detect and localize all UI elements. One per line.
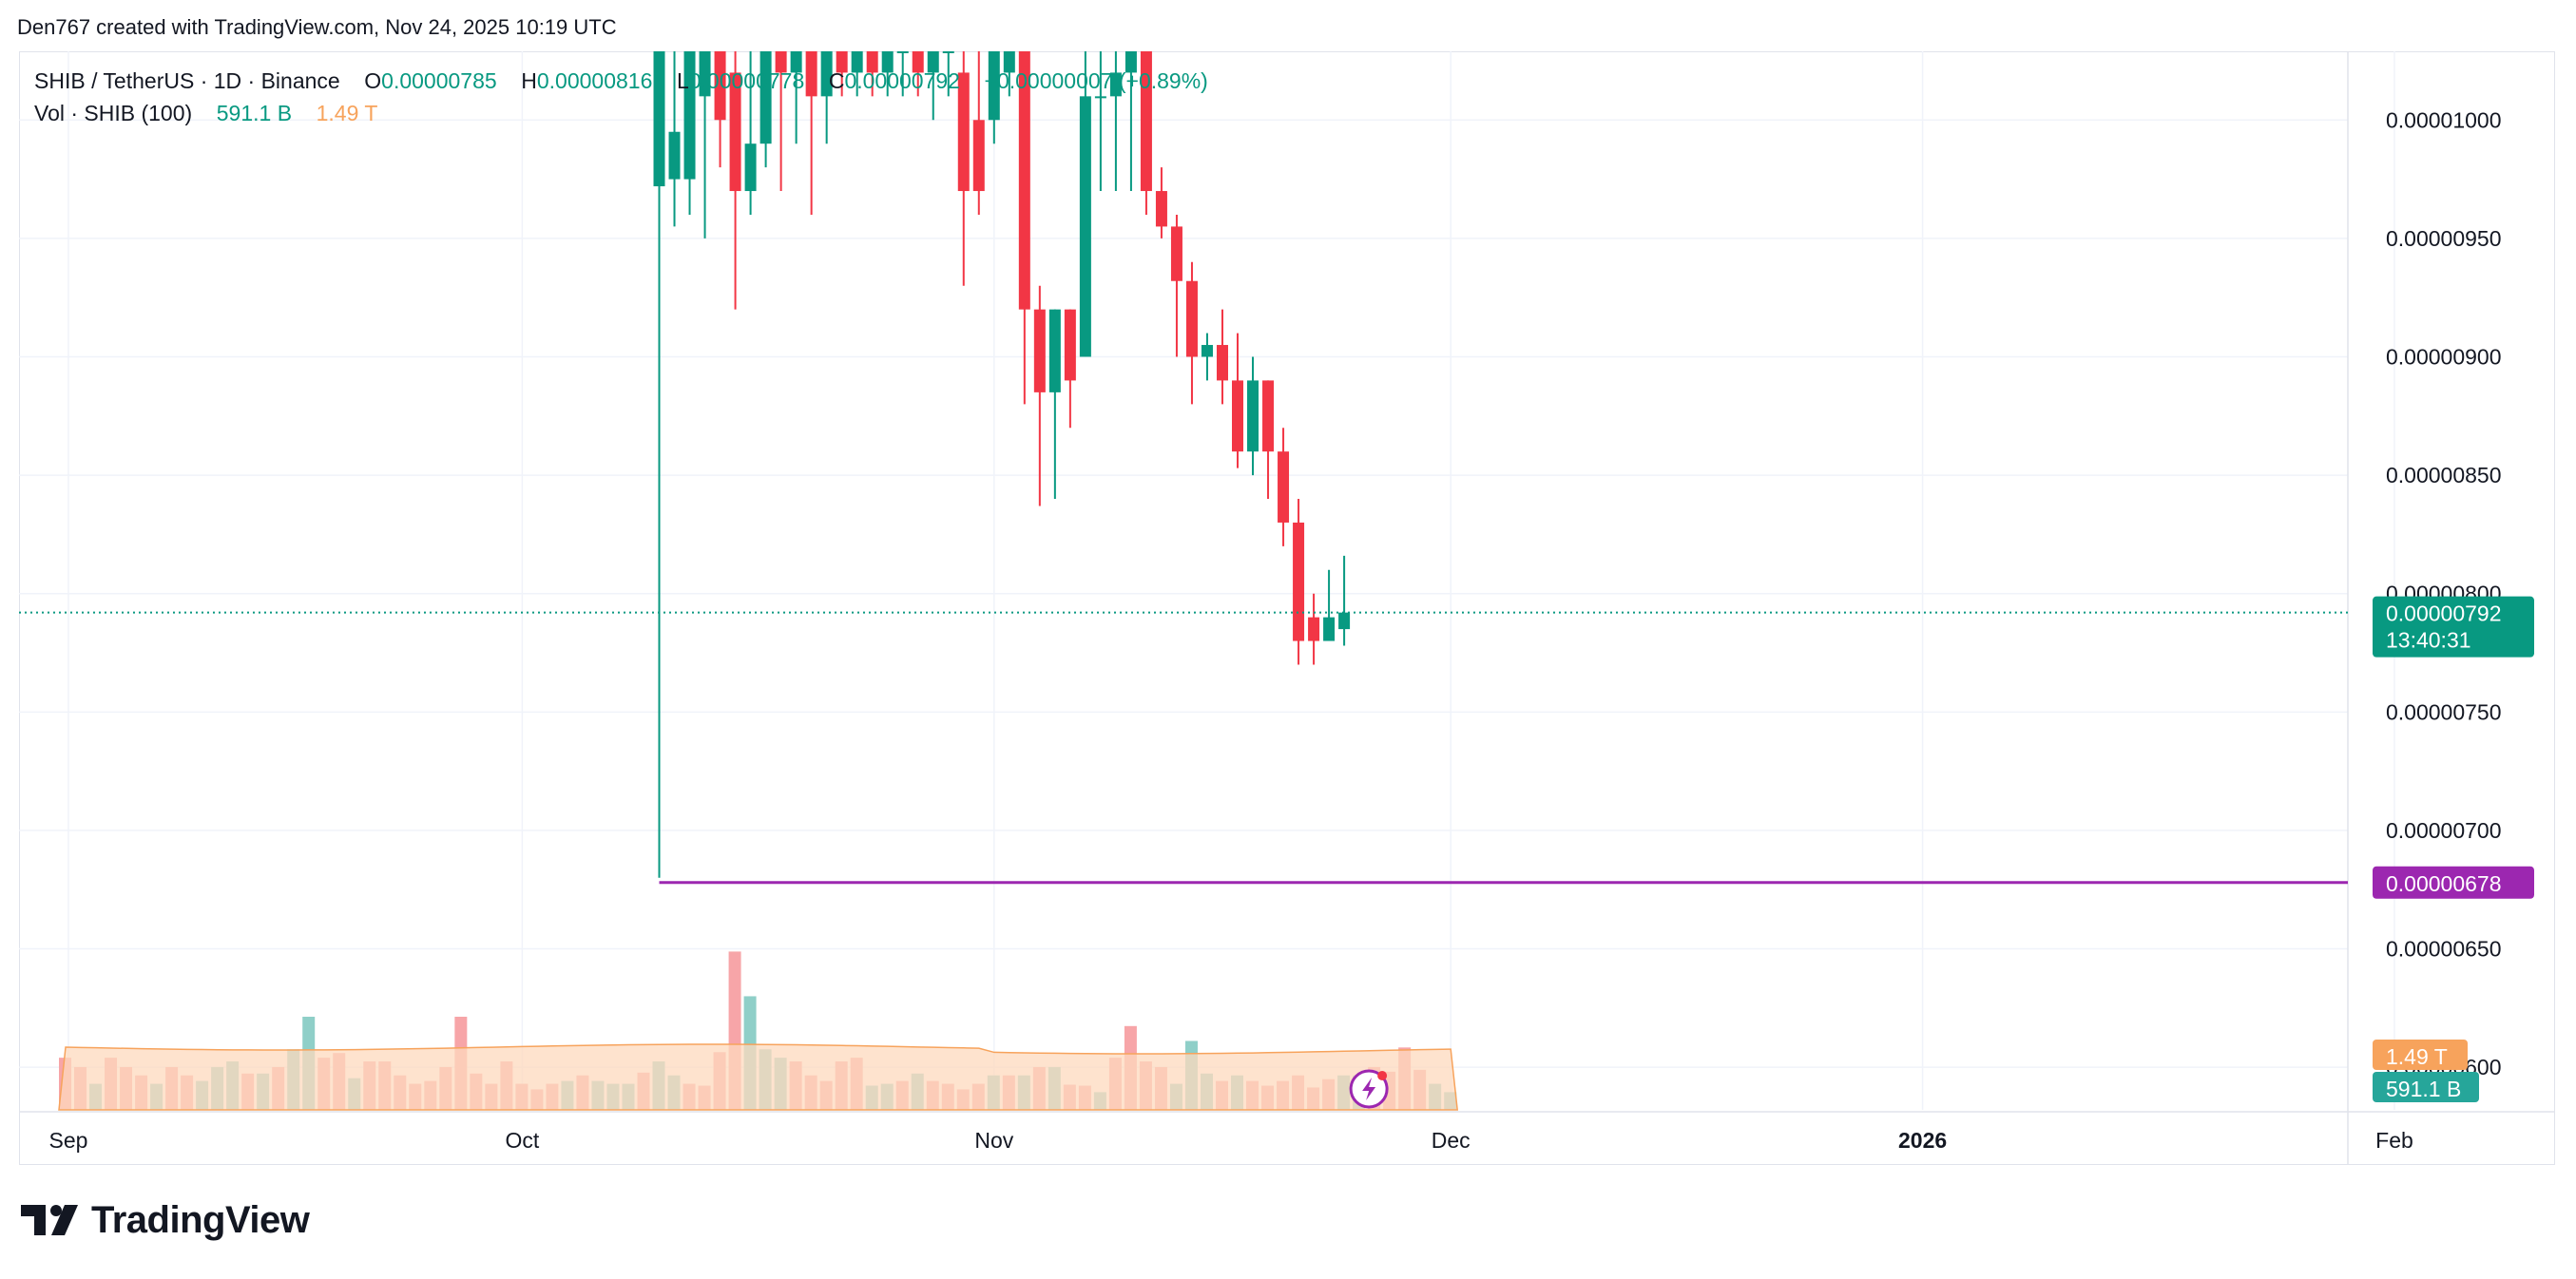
candle-layer — [653, 51, 1351, 878]
candle-body — [744, 143, 757, 192]
last-price-tag-text: 13:40:31 — [2386, 628, 2471, 653]
candle-body — [1094, 96, 1106, 99]
y-tick-label: 0.00001000 — [2386, 107, 2502, 132]
candle-body — [1155, 191, 1167, 227]
candle-body — [1247, 380, 1259, 452]
candle-body — [699, 51, 711, 97]
candle-body — [1338, 612, 1351, 630]
legend-low: 0.00000778 — [688, 68, 805, 93]
last-price-tag — [2373, 596, 2534, 658]
candle-body — [1048, 309, 1061, 392]
level-price-tag — [2373, 866, 2534, 899]
volume-tag — [2373, 1072, 2479, 1102]
legend-close: 0.00000792 — [844, 68, 960, 93]
x-tick-label: Nov — [974, 1128, 1013, 1153]
legend-volume: Vol · SHIB (100) 591.1 B 1.49 T — [34, 101, 377, 126]
candle-body — [1170, 226, 1182, 281]
legend-change: +0.00000007 (+0.89%) — [984, 68, 1208, 93]
legend-volume-ma: 1.49 T — [316, 101, 378, 125]
candle-body — [1201, 345, 1213, 357]
x-tick-label: Dec — [1432, 1128, 1471, 1153]
tradingview-logo-text: TradingView — [91, 1199, 310, 1241]
candle-body — [851, 51, 863, 73]
legend-ohlc: SHIB / TetherUS · 1D · Binance O0.000007… — [34, 68, 1208, 94]
y-tick-label: 0.00000750 — [2386, 699, 2502, 724]
candle-body — [1064, 309, 1076, 381]
chart-frame[interactable] — [19, 51, 2555, 1165]
candle-body — [668, 131, 681, 180]
candle-body — [866, 51, 878, 73]
candle-body — [1109, 72, 1122, 97]
axis-layer: 0.00001000 0.00000950 0.00000900 0.00000850… — [49, 107, 2534, 1153]
flash-icon-dot — [1377, 1071, 1388, 1080]
candle-body — [759, 51, 772, 144]
candle-body — [1232, 380, 1244, 452]
volume-ma-tag-text: 1.49 T — [2386, 1044, 2448, 1069]
candle-body — [988, 51, 1000, 121]
tradingview-logo[interactable]: TradingView — [21, 1199, 310, 1242]
legend-close-label: C — [828, 68, 845, 93]
candle-body — [1033, 309, 1046, 392]
candle-body — [957, 72, 970, 192]
level-price-tag-text: 0.00000678 — [2386, 871, 2502, 896]
candle-body — [881, 51, 894, 73]
x-tick-label: Sep — [49, 1128, 88, 1153]
y-tick-label: 0.00000950 — [2386, 226, 2502, 251]
volume-ma-area — [58, 1043, 1459, 1111]
candle-body — [729, 72, 741, 192]
legend-volume-label[interactable]: Vol · SHIB (100) — [34, 101, 193, 125]
candle-body — [1216, 345, 1228, 381]
candle-body — [896, 51, 909, 53]
last-price-tag-text: 0.00000792 — [2386, 601, 2502, 626]
candle-body — [1308, 617, 1320, 641]
candle-body — [1125, 51, 1137, 73]
candle-body — [653, 51, 665, 187]
candle-body — [775, 51, 787, 73]
candle-body — [1140, 51, 1152, 192]
y-tick-label: 0.00000650 — [2386, 937, 2502, 962]
legend-open-label: O — [364, 68, 382, 93]
y-tick-label: 0.00000700 — [2386, 818, 2502, 843]
legend-symbol[interactable]: SHIB / TetherUS · 1D · Binance — [34, 68, 340, 93]
x-tick-label: Oct — [506, 1128, 540, 1153]
candle-body — [1185, 280, 1198, 357]
candle-body — [1323, 617, 1336, 641]
legend-volume-value: 591.1 B — [216, 101, 293, 125]
legend-high-label: H — [521, 68, 537, 93]
candle-body — [942, 51, 954, 53]
flash-icon-bolt — [1362, 1078, 1376, 1100]
volume-ma-tag — [2373, 1040, 2468, 1070]
legend-open: 0.00000785 — [381, 68, 497, 93]
candle-body — [714, 51, 726, 121]
candle-body — [972, 120, 985, 192]
legend-high: 0.00000816 — [536, 68, 653, 93]
overlay-layer — [19, 611, 2348, 1109]
candle-body — [1018, 51, 1030, 310]
tradingview-logo-icon — [21, 1204, 78, 1235]
candle-body — [790, 51, 802, 73]
x-tick-label: 2026 — [1898, 1128, 1947, 1153]
candle-body — [683, 51, 696, 180]
grid-layer — [19, 51, 2555, 1164]
y-tick-label: 0.00000850 — [2386, 463, 2502, 487]
attribution-text: Den767 created with TradingView.com, Nov… — [17, 15, 617, 39]
volume-layer — [58, 951, 1459, 1111]
candle-body — [912, 51, 924, 73]
candle-body — [1079, 96, 1091, 357]
candle-body — [805, 51, 817, 97]
candle-body — [927, 51, 939, 73]
candle-body — [1278, 451, 1290, 523]
candle-body — [1262, 380, 1275, 452]
volume-tag-text: 591.1 B — [2386, 1077, 2461, 1101]
y-tick-label: 0.00000900 — [2386, 344, 2502, 369]
candle-body — [1003, 51, 1015, 73]
candle-body — [1293, 522, 1305, 641]
legend-low-label: L — [676, 68, 689, 93]
candle-body — [836, 51, 848, 73]
x-tick-label: Feb — [2375, 1128, 2413, 1153]
candle-body — [820, 51, 833, 97]
